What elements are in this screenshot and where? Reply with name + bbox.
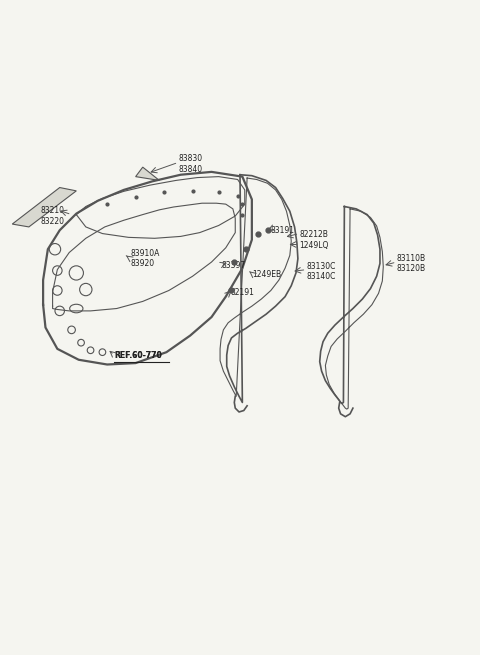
Text: 83910A
83920: 83910A 83920 [131,249,160,269]
Polygon shape [136,167,159,180]
Polygon shape [12,187,76,227]
Text: 83830
83840: 83830 83840 [179,154,203,174]
Text: 1249EB: 1249EB [252,270,281,279]
Text: 82212B: 82212B [300,231,328,240]
Text: REF.60-770: REF.60-770 [114,352,162,360]
Text: 83191: 83191 [271,226,295,234]
Text: 83397: 83397 [221,261,245,271]
Text: REF.60-770: REF.60-770 [114,352,162,360]
Text: 83110B
83120B: 83110B 83120B [396,253,426,273]
Text: 83210
83220: 83210 83220 [41,206,65,226]
Text: 82191: 82191 [230,288,254,297]
Text: 83130C
83140C: 83130C 83140C [306,262,336,281]
Text: 1249LQ: 1249LQ [300,242,329,250]
